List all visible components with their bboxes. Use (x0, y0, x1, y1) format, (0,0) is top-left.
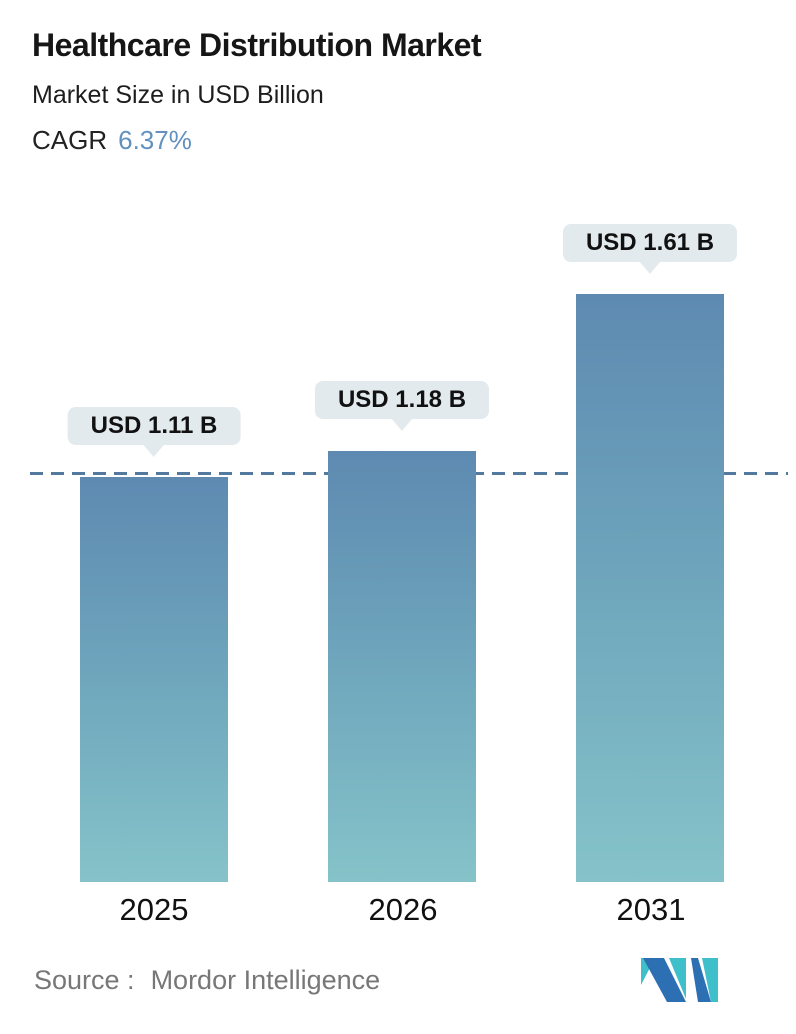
bar-group-2026: USD 1.18 B (314, 219, 490, 882)
badge-pointer-icon (142, 444, 165, 457)
chart-title: Healthcare Distribution Market (32, 27, 482, 63)
source-line: Source : Mordor Intelligence (34, 965, 380, 996)
chart-subtitle: Market Size in USD Billion (32, 81, 324, 109)
value-label-2025: USD 1.11 B (67, 407, 241, 445)
badge-pointer-icon (391, 418, 413, 431)
cagr-line: CAGR 6.37% (32, 125, 764, 155)
mordor-intelligence-logo (641, 958, 718, 1002)
badge-pointer-icon (639, 261, 661, 274)
x-tick-2026: 2026 (368, 892, 438, 927)
value-badge-2025: USD 1.11 B (67, 407, 241, 457)
source-value: Mordor Intelligence (150, 964, 381, 995)
value-badge-2031: USD 1.61 B (562, 224, 738, 274)
cagr-label: CAGR (32, 125, 108, 155)
bar-2031 (576, 294, 724, 882)
bar-2026 (328, 451, 476, 882)
chart-footer: Source : Mordor Intelligence (0, 958, 796, 1002)
x-tick-2031: 2031 (616, 892, 686, 927)
value-badge-2026: USD 1.18 B (314, 381, 490, 431)
x-tick-2025: 2025 (119, 892, 189, 927)
chart-header: Healthcare Distribution Market Market Si… (0, 0, 796, 155)
value-label-2031: USD 1.61 B (562, 224, 738, 262)
x-axis: 2025 2026 2031 (0, 882, 796, 938)
bar-group-2031: USD 1.61 B (562, 219, 738, 882)
bar-2025 (80, 477, 228, 882)
cagr-value: 6.37% (118, 125, 192, 155)
bar-group-2025: USD 1.11 B (67, 219, 241, 882)
source-label: Source : (34, 964, 135, 995)
value-label-2026: USD 1.18 B (314, 381, 490, 419)
bar-chart: USD 1.11 B USD 1.18 B USD 1.61 B (0, 219, 796, 882)
